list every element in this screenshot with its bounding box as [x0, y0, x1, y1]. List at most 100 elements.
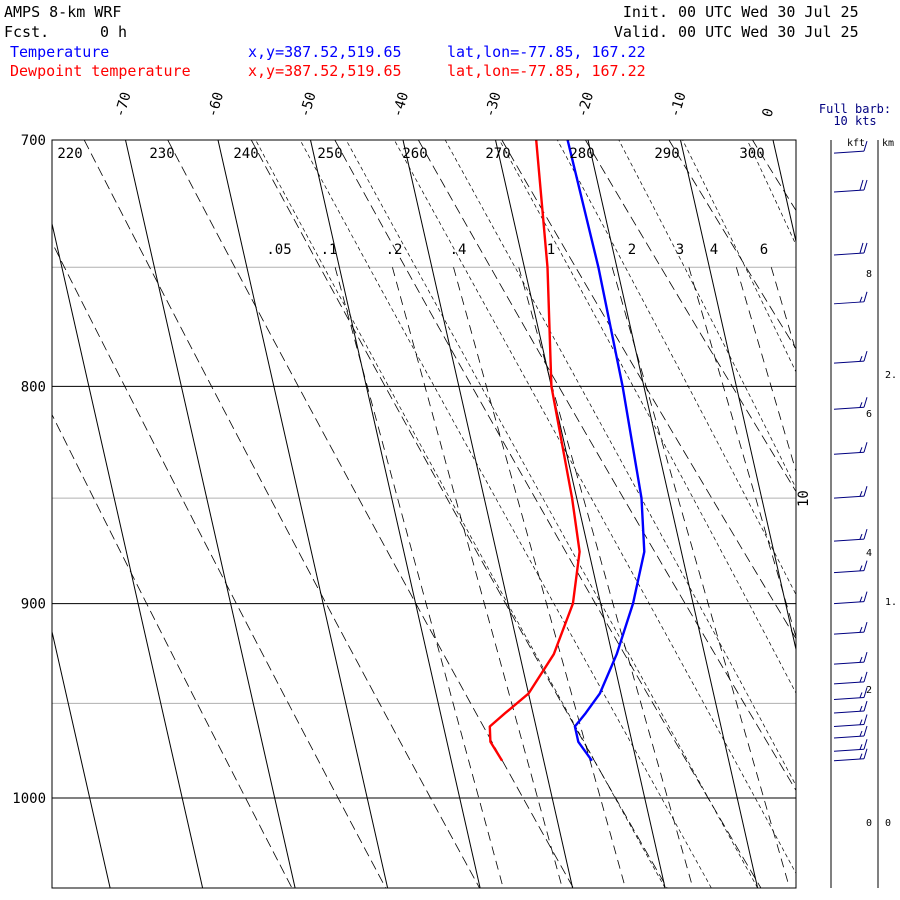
- init-label: Init.: [623, 3, 668, 21]
- wind-barb-flag-13-0: [863, 671, 868, 682]
- isotherm--40: [402, 140, 574, 888]
- wind-barb-flag-6-0: [863, 442, 868, 453]
- wind-barb-half-13: [859, 676, 863, 683]
- legend-dewpoint-xy: x,y=387.52,519.65: [248, 62, 402, 80]
- wind-barb-flag-8-0: [863, 528, 868, 540]
- wind-barb-7: [833, 486, 868, 499]
- dry-adiabat-240: [250, 140, 668, 888]
- wind-barb-half-4: [859, 355, 863, 362]
- km-tick-1: 1.: [885, 597, 897, 608]
- wind-barb-flag-0-0: [863, 140, 868, 152]
- theta-label-300: 300: [739, 146, 764, 162]
- wind-barb-2: [833, 242, 868, 256]
- mixing-ratio-label-3: .4: [450, 242, 467, 258]
- temperature-label--30: -30: [482, 90, 505, 119]
- wind-barb-half-8: [859, 533, 863, 540]
- wind-barb-17: [833, 725, 868, 739]
- temperature-label--50: -50: [297, 90, 320, 119]
- wind-barbs: [833, 140, 868, 762]
- wind-barb-flag-2-0: [863, 242, 868, 254]
- plot-area: [52, 140, 796, 888]
- isotherm--90: [52, 629, 111, 888]
- theta-label-230: 230: [149, 146, 174, 162]
- wind-barb-staff-4: [833, 360, 865, 364]
- init-value: 00 UTC Wed 30 Jul 25: [678, 3, 859, 21]
- wind-barb-half-5: [859, 402, 863, 408]
- wind-barb-5: [833, 397, 868, 410]
- plot-frame: [51, 139, 797, 889]
- wind-barb-4: [833, 350, 868, 364]
- wind-barb-staff-15: [833, 710, 865, 714]
- wind-barb-15: [833, 700, 868, 714]
- wind-barb-6: [833, 442, 868, 455]
- wind-barb-14: [833, 687, 868, 700]
- dry-adiabat-250: [334, 140, 762, 888]
- wind-barb-staff-9: [833, 570, 865, 574]
- wind-barb-half-3: [859, 296, 863, 302]
- wind-barb-staff-7: [833, 495, 865, 499]
- wind-barb-staff-10: [833, 601, 865, 605]
- fcst-value: 0 h: [100, 23, 127, 41]
- wind-barb-flag-3-0: [863, 291, 868, 302]
- wind-barb-panel: Full barb: 10 kts kft km 8 6 4 2 0 2. 1.…: [819, 102, 897, 888]
- dry-adiabat-270: [501, 140, 796, 640]
- isotherm--70: [124, 140, 296, 888]
- moist-adiabat--15: [393, 140, 796, 875]
- pressure-label-900: 900: [21, 597, 46, 613]
- wind-barb-1: [833, 179, 868, 193]
- wind-barb-flag-2-1: [859, 242, 864, 254]
- moist-adiabat--10: [444, 140, 796, 787]
- legend-temperature-xy: x,y=387.52,519.65: [248, 43, 402, 61]
- pressure-label-700: 700: [21, 133, 46, 149]
- wind-barb-half-10: [859, 596, 863, 602]
- wind-barb-half-17: [859, 730, 863, 737]
- isotherm--80: [52, 221, 204, 888]
- wind-barb-half-7: [859, 490, 863, 497]
- pressure-label-1000: 1000: [12, 791, 46, 807]
- wind-barb-flag-9-0: [863, 560, 868, 571]
- km-label: km: [882, 138, 894, 149]
- theta-label-220: 220: [57, 146, 82, 162]
- wind-barb-flag-1-1: [859, 179, 864, 191]
- kft-tick-6: 6: [866, 409, 872, 420]
- wind-barb-staff-11: [833, 631, 865, 635]
- dry-adiabat-220: [83, 140, 480, 888]
- theta-label-250: 250: [317, 146, 342, 162]
- isotherm--20: [587, 140, 759, 888]
- temperature-profile: [566, 140, 646, 762]
- mixing-ratio-label-1: .1: [321, 242, 338, 258]
- kft-tick-2: 2: [866, 685, 872, 696]
- wind-barb-flag-7-0: [863, 486, 868, 497]
- isotherm--50: [309, 140, 481, 888]
- legend-dewpoint-name: Dewpoint temperature: [10, 62, 191, 80]
- temperature-label--40: -40: [390, 90, 413, 119]
- wind-barb-flag-15-0: [863, 700, 868, 712]
- wind-barb-flag-10-0: [863, 591, 868, 602]
- temperature-label--60: -60: [205, 90, 228, 119]
- fcst-label: Fcst.: [4, 23, 49, 41]
- wind-barb-flag-11-0: [863, 621, 868, 633]
- wind-barb-18: [833, 739, 868, 752]
- dry-adiabat-200: [52, 413, 293, 888]
- wind-barb-19: [833, 748, 868, 762]
- mixing-ratio-label-5: 2: [628, 242, 636, 258]
- wind-barb-12: [833, 651, 868, 665]
- wind-barb-flag-1-0: [863, 179, 868, 191]
- wind-barb-staff-19: [833, 758, 865, 762]
- dry-adiabat-230: [167, 140, 574, 888]
- wind-barb-half-6: [859, 447, 863, 453]
- kft-tick-8: 8: [866, 269, 872, 280]
- valid-label: Valid.: [614, 23, 668, 41]
- legend-dewpoint-latlon: lat,lon=-77.85, 167.22: [447, 62, 646, 80]
- mixing-ratio-label-7: 4: [710, 242, 718, 258]
- kft-tick-4: 4: [866, 548, 872, 559]
- wind-barb-staff-3: [833, 301, 865, 305]
- wind-barb-half-9: [859, 565, 863, 571]
- wind-barb-half-11: [859, 626, 863, 633]
- km-tick-2: 2.: [885, 370, 897, 381]
- moist-adiabat--25: [299, 140, 712, 888]
- isotherm--60: [217, 140, 389, 888]
- wind-barb-flag-17-0: [863, 725, 868, 737]
- wind-barb-staff-16: [833, 724, 865, 728]
